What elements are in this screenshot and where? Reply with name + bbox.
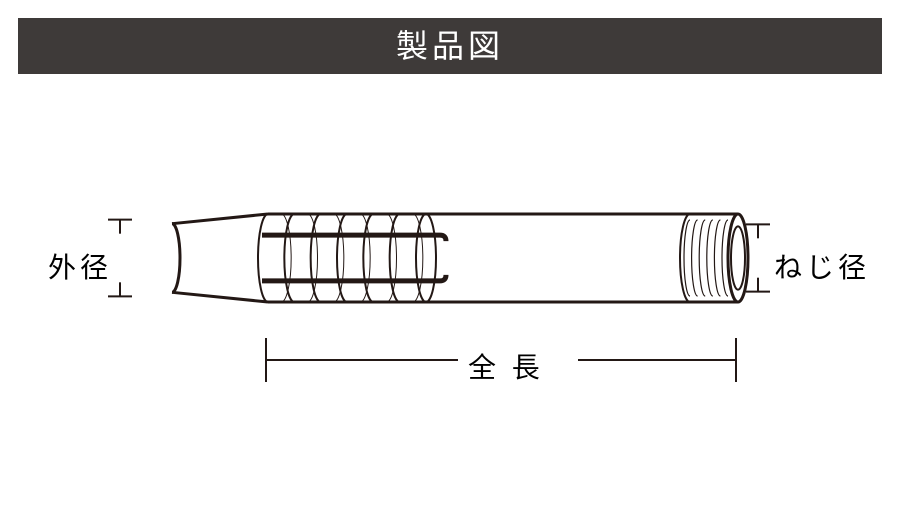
product-diagram — [0, 0, 900, 522]
